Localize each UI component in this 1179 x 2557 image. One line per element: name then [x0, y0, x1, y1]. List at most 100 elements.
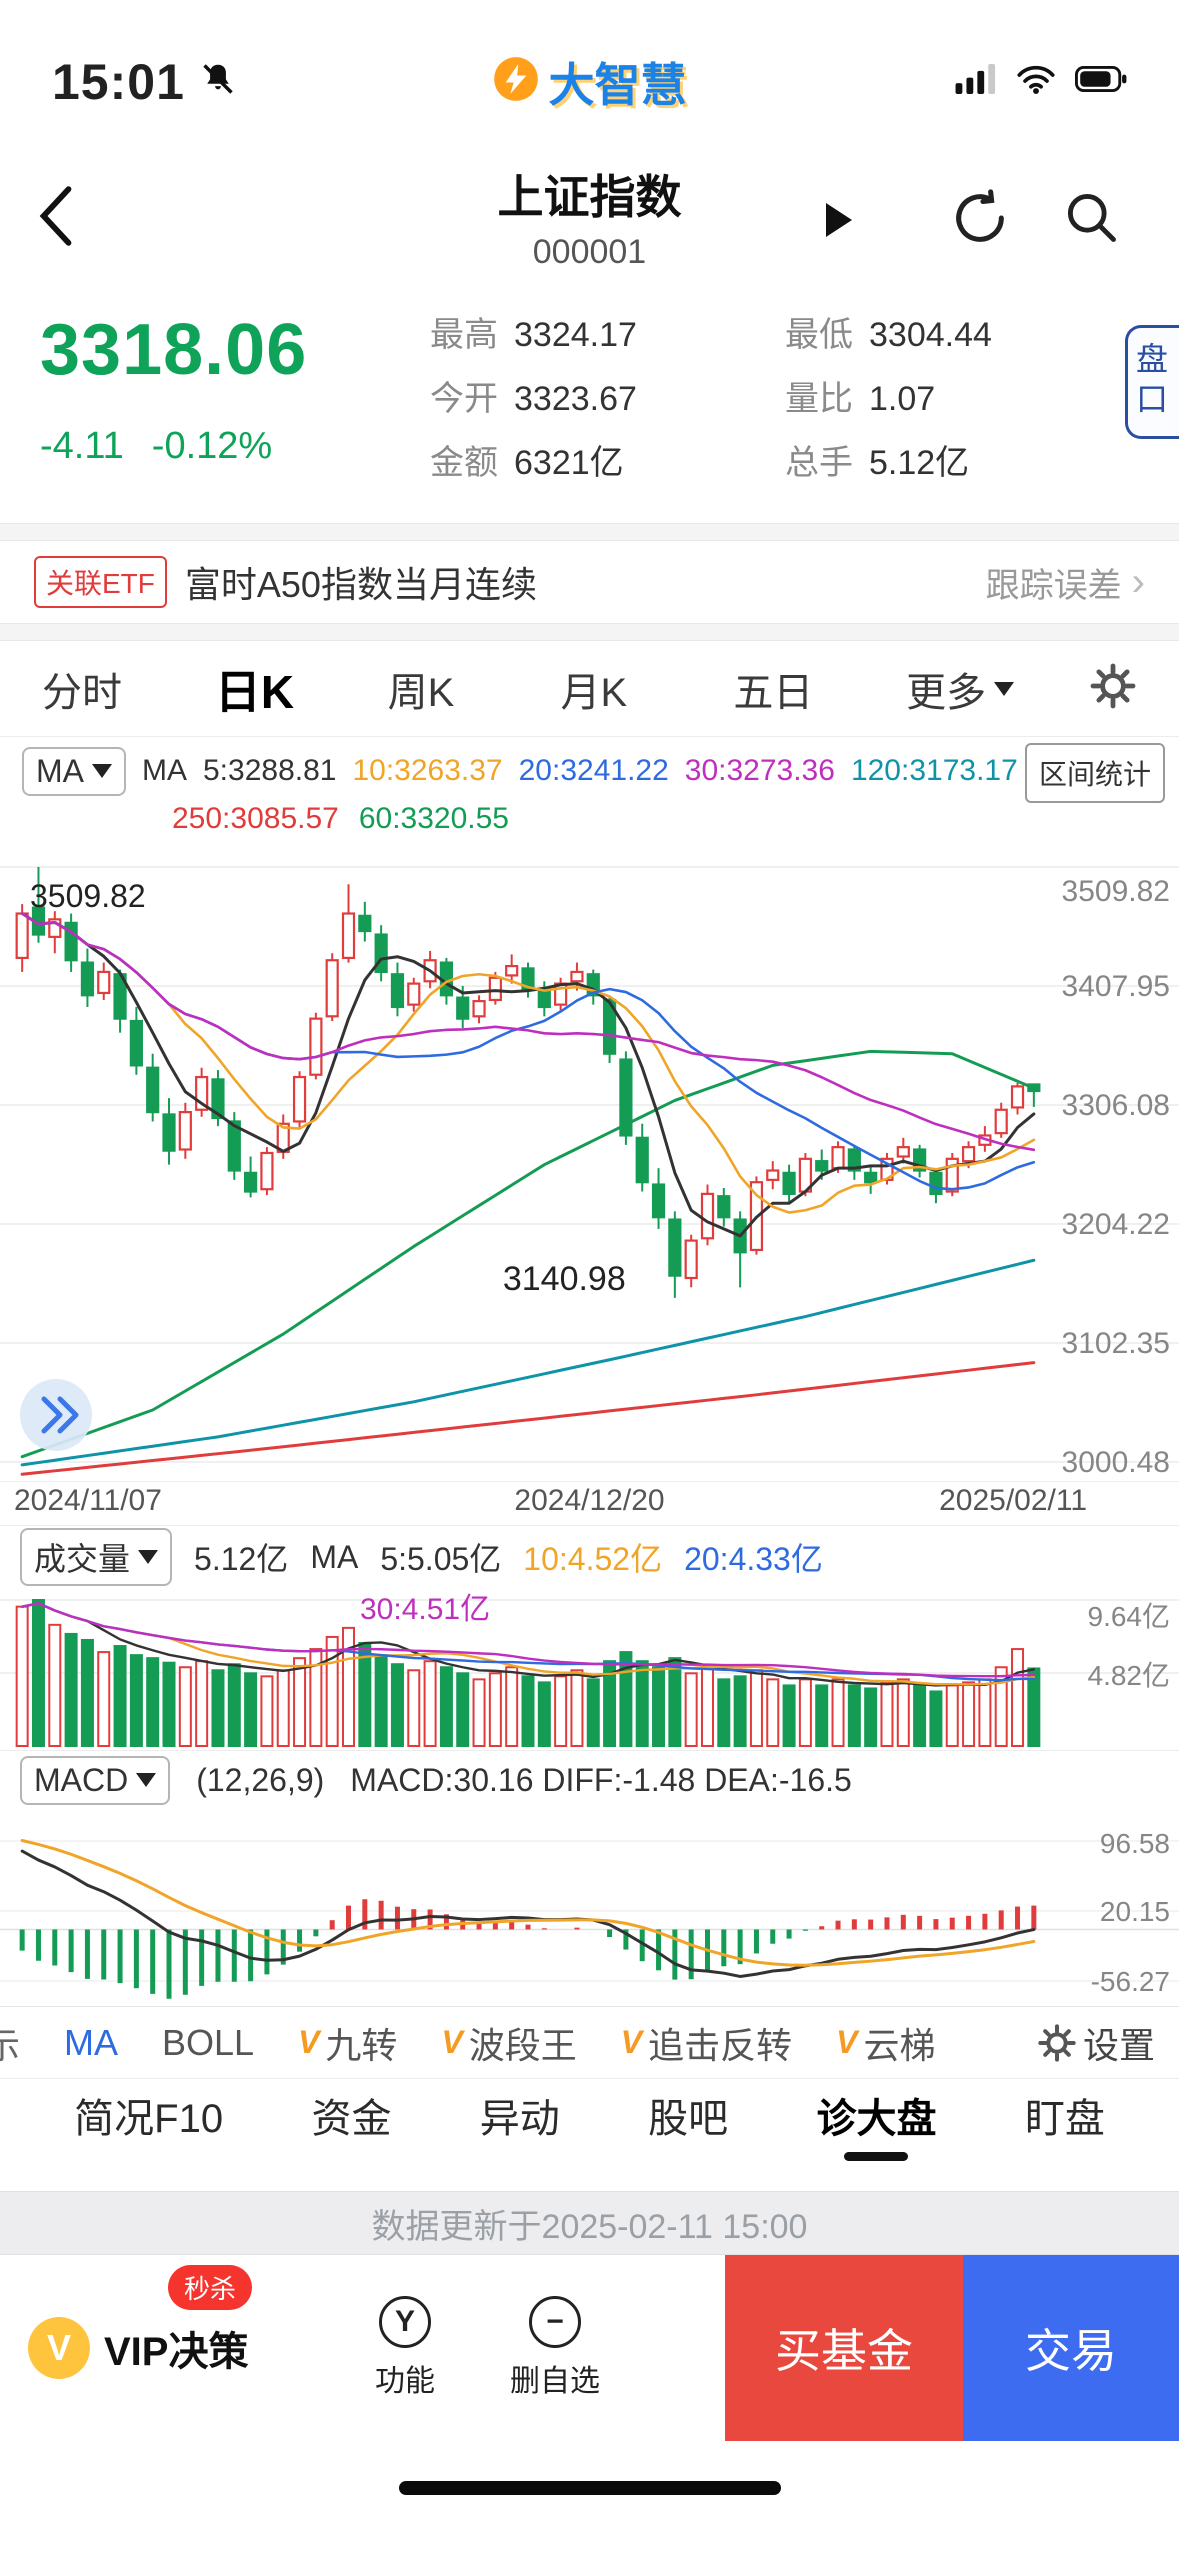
- logo-text: 大智慧: [548, 58, 687, 111]
- chart-settings-gear-icon[interactable]: [1089, 662, 1137, 715]
- svg-text:20.15: 20.15: [1100, 1896, 1170, 1927]
- macd-indicator-selector[interactable]: MACD: [20, 1755, 171, 1805]
- bottom-nav: 简况F10 资金 异动 股吧 诊大盘 盯盘: [0, 2079, 1179, 2167]
- vip-v-icon: V: [441, 2024, 463, 2060]
- buy-fund-button[interactable]: 买基金: [725, 2255, 963, 2441]
- svg-text:3509.82: 3509.82: [30, 878, 146, 914]
- stat-volume-ratio: 量比 1.07: [785, 380, 936, 418]
- etf-badge: 关联ETF: [34, 556, 167, 608]
- separator: [0, 623, 1179, 641]
- battery-icon: [1075, 66, 1127, 97]
- order-book-tab[interactable]: 盘口: [1125, 325, 1179, 439]
- back-button[interactable]: [34, 183, 80, 254]
- nav-funds[interactable]: 资金: [311, 2096, 392, 2141]
- separator: [0, 523, 1179, 541]
- volume-ma30: 30:4.51亿: [360, 1593, 491, 1626]
- cellular-signal-icon: [955, 64, 997, 99]
- svg-text:3140.98: 3140.98: [503, 1260, 626, 1298]
- search-icon[interactable]: [1061, 187, 1121, 252]
- macd-chart[interactable]: 96.58 20.15 -56.27: [0, 1809, 1179, 2007]
- change-value: -4.11: [40, 425, 124, 467]
- x-axis: 2024/11/07 2024/12/20 2025/02/11: [0, 1482, 1179, 1526]
- nav-forum[interactable]: 股吧: [648, 2096, 729, 2141]
- stock-code: 000001: [532, 233, 647, 271]
- quote-section: 3318.06 -4.11 -0.12% 最高 3324.17 今开 3323.67…: [0, 295, 1179, 523]
- tab-five-day[interactable]: 五日: [733, 670, 814, 715]
- indicator-settings-button[interactable]: 设置: [1037, 2017, 1155, 2069]
- change-percent: -0.12%: [151, 425, 273, 467]
- volume-indicator-selector[interactable]: 成交量: [20, 1528, 173, 1586]
- functions-icon: Y: [379, 2296, 431, 2348]
- indicator-cut-label: 示: [0, 2017, 20, 2069]
- etf-link-row[interactable]: 关联ETF 富时A50指数当月连续 跟踪误差 ›: [0, 541, 1179, 623]
- indicator-yunti[interactable]: V 云梯: [836, 2024, 936, 2066]
- flash-sale-badge: 秒杀: [168, 2265, 253, 2310]
- stats-col-2: 最低 3304.44 量比 1.07 总手 5.12亿: [785, 313, 1140, 523]
- ma-legend-line1: MA MA 5:3288.81 10:3263.37 20:3241.22 30…: [22, 745, 1179, 797]
- volume-pane[interactable]: 30:4.51亿 9.64亿 4.82亿: [0, 1588, 1179, 1751]
- ma-selector[interactable]: MA: [22, 746, 126, 796]
- volume-header: 成交量 5.12亿 MA 5:5.05亿 10:4.52亿 20:4.33亿: [0, 1526, 1179, 1588]
- x-axis-mid-date: 2024/12/20: [514, 1484, 665, 1517]
- status-left: 15:01: [52, 53, 382, 111]
- minus-circle-icon: −: [529, 2296, 581, 2348]
- macd-values: MACD:30.16 DIFF:-1.48 DEA:-16.5: [350, 1761, 852, 1798]
- remove-watchlist-button[interactable]: − 删自选: [480, 2255, 630, 2441]
- macd-header: MACD (12,26,9) MACD:30.16 DIFF:-1.48 DEA…: [0, 1751, 1179, 1809]
- nav-header: 上证指数 000001: [0, 145, 1179, 295]
- tab-more[interactable]: 更多: [906, 660, 1079, 718]
- stat-low: 最低 3304.44: [785, 316, 992, 354]
- trade-button[interactable]: 交易: [963, 2255, 1179, 2441]
- svg-text:4.82亿: 4.82亿: [1088, 1660, 1171, 1691]
- ma250-value: 250:3085.57: [172, 802, 339, 835]
- indicator-boll[interactable]: BOLL: [162, 2021, 255, 2063]
- etf-name: 富时A50指数当月连续: [184, 564, 537, 605]
- wifi-icon: [1015, 63, 1057, 100]
- quote-stats: 最高 3324.17 今开 3323.67 金额 6321亿 最低 3304.44 量比…: [430, 309, 1179, 523]
- ma-legend-line2: 250:3085.57 60:3320.55: [22, 797, 1179, 841]
- stat-open: 今开 3323.67: [430, 380, 637, 418]
- vip-coin-icon: V: [28, 2317, 90, 2379]
- indicator-boduanwang[interactable]: V 波段王: [441, 2024, 577, 2066]
- x-axis-end-date: 2025/02/11: [939, 1484, 1087, 1517]
- volume-ma10: 10:4.52亿: [523, 1541, 663, 1577]
- indicator-ma[interactable]: MA: [64, 2021, 119, 2063]
- tab-daily-k[interactable]: 日K: [214, 665, 295, 718]
- ma-prefix: MA: [142, 754, 187, 787]
- nav-watch[interactable]: 盯盘: [1024, 2096, 1105, 2141]
- logo-bolt-icon: [493, 56, 539, 107]
- period-tabs: 分时 日K 周K 月K 五日 更多: [0, 641, 1179, 737]
- functions-button[interactable]: Y 功能: [330, 2255, 480, 2441]
- stats-col-1: 最高 3324.17 今开 3323.67 金额 6321亿: [430, 313, 785, 523]
- stat-high: 最高 3324.17: [430, 316, 637, 354]
- nav-movement[interactable]: 异动: [479, 2096, 560, 2141]
- tab-monthly-k[interactable]: 月K: [560, 670, 628, 715]
- nav-f10[interactable]: 简况F10: [74, 2096, 224, 2141]
- volume-ma5: 5:5.05亿: [380, 1541, 502, 1577]
- volume-chart[interactable]: 9.64亿 4.82亿: [0, 1588, 1179, 1750]
- tab-minute[interactable]: 分时: [42, 670, 122, 715]
- nav-market-diagnosis[interactable]: 诊大盘: [816, 2086, 936, 2161]
- ma60-value: 60:3320.55: [358, 802, 509, 835]
- indicator-jiuzhuan[interactable]: V 九转: [298, 2024, 398, 2066]
- home-indicator[interactable]: [398, 2481, 781, 2495]
- vip-decision-button[interactable]: V VIP决策 秒杀: [0, 2255, 330, 2441]
- tracking-error-link[interactable]: 跟踪误差 ›: [985, 560, 1145, 605]
- home-indicator-zone: [0, 2441, 1179, 2557]
- x-axis-start-date: 2024/11/07: [14, 1484, 162, 1517]
- tab-weekly-k[interactable]: 周K: [387, 670, 455, 715]
- ma120-value: 120:3173.17: [850, 754, 1018, 787]
- ma10-value: 10:3263.37: [352, 754, 503, 787]
- ma5-value: 5:3288.81: [203, 754, 337, 787]
- svg-text:-56.27: -56.27: [1091, 1966, 1170, 1997]
- status-right: [797, 63, 1127, 100]
- range-statistics-button[interactable]: 区间统计: [1024, 743, 1165, 803]
- stat-amount: 金额 6321亿: [430, 444, 624, 482]
- indicator-zhuijifanzhuan[interactable]: V 追击反转: [620, 2024, 793, 2066]
- refresh-button[interactable]: [949, 187, 1011, 254]
- clock: 15:01: [52, 53, 185, 110]
- expand-quote-icon[interactable]: [826, 203, 852, 237]
- candlestick-chart[interactable]: 3509.82 3407.95 3306.08 3204.22 3102.35 3000.…: [0, 837, 1179, 1482]
- app-logo: 大智慧: [493, 49, 687, 115]
